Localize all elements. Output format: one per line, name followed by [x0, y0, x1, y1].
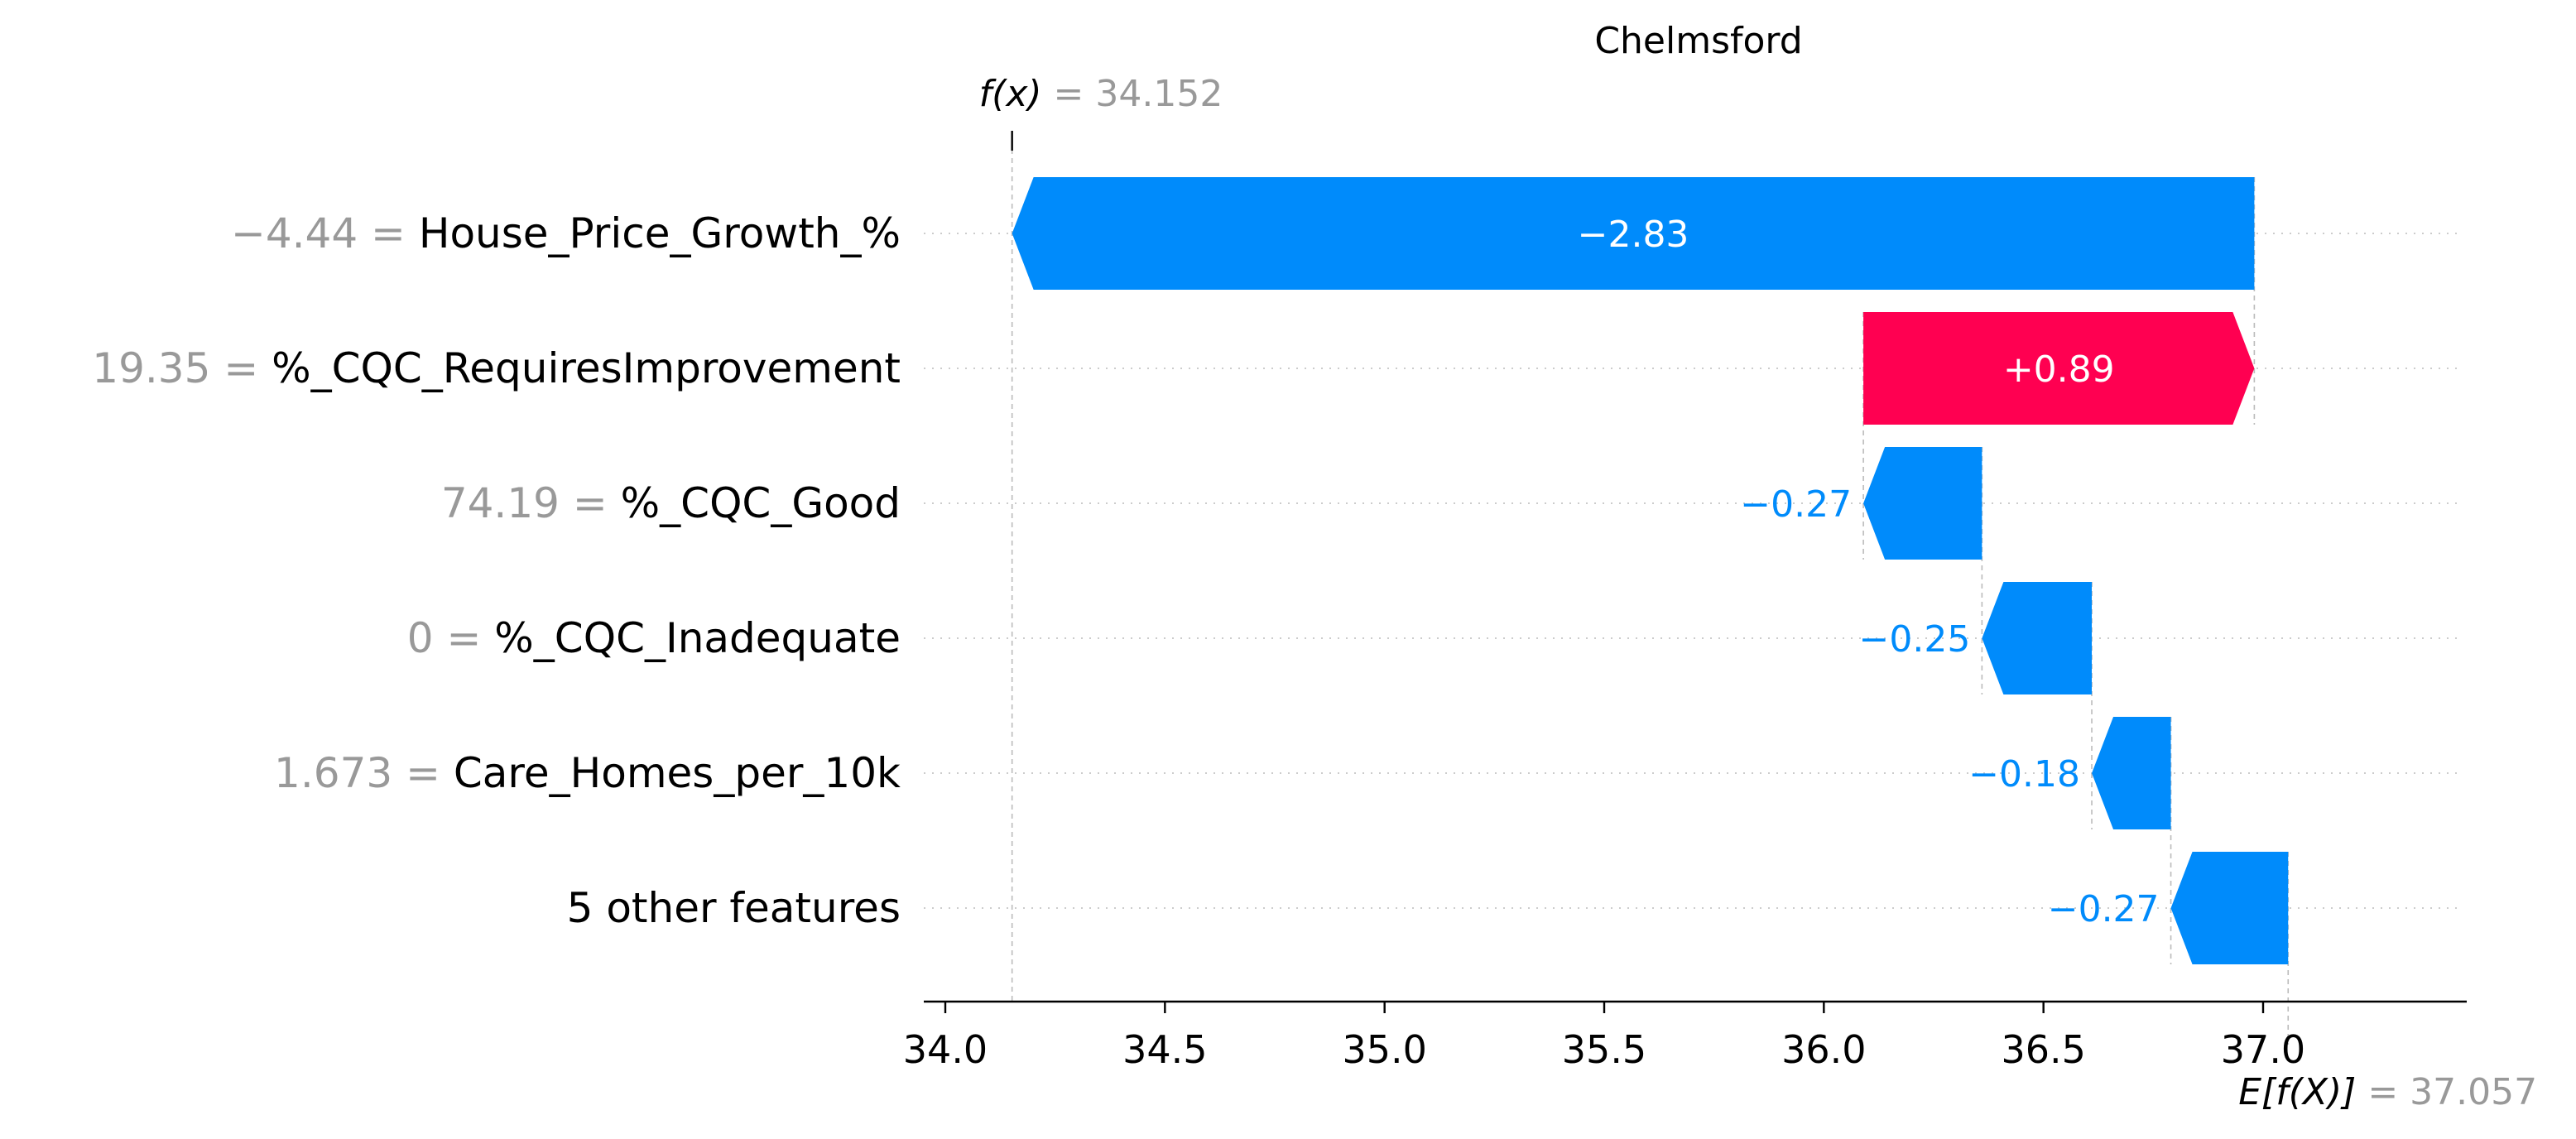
feature-name: %_CQC_RequiresImprovement — [272, 344, 901, 392]
feature-value: 74.19 = — [441, 479, 621, 527]
bar-3 — [1863, 447, 1982, 560]
feature-name: House_Price_Growth_% — [419, 209, 901, 257]
bar-value-label: −2.83 — [1578, 214, 1689, 256]
x-tick-label: 36.5 — [2001, 1027, 2085, 1072]
fx-value: = 34.152 — [1042, 73, 1223, 115]
bar-value-label: −0.27 — [1740, 483, 1852, 526]
feature-value: 19.35 = — [92, 344, 272, 392]
bar-4 — [1982, 582, 2093, 694]
bar-value-label: −0.18 — [1968, 753, 2080, 795]
bar-value-label: +0.89 — [2003, 348, 2115, 391]
feature-label: 1.673 = Care_Homes_per_10k — [274, 749, 901, 797]
feature-label: 19.35 = %_CQC_RequiresImprovement — [92, 344, 901, 392]
bar-6 — [2170, 852, 2289, 964]
feature-label: 0 = %_CQC_Inadequate — [407, 614, 901, 662]
feature-label: 74.19 = %_CQC_Good — [441, 479, 901, 527]
x-tick-label: 34.5 — [1122, 1027, 1207, 1072]
feature-name: 5 other features — [567, 884, 901, 932]
bar-value-label: −0.25 — [1859, 618, 1971, 661]
feature-label: 5 other features — [567, 884, 901, 932]
x-tick-label: 37.0 — [2221, 1027, 2305, 1072]
x-tick-label: 35.0 — [1342, 1027, 1426, 1072]
feature-value: 1.673 = — [274, 749, 454, 797]
efx-annotation: E[f(X)] = 37.057 — [2238, 1071, 2537, 1113]
bar-2 — [1863, 312, 2255, 425]
bar-1 — [1012, 177, 2255, 290]
feature-name: %_CQC_Good — [621, 479, 901, 527]
efx-label: E[f(X)] — [2238, 1071, 2356, 1113]
chart-title: Chelmsford — [1594, 20, 1802, 62]
feature-name: Care_Homes_per_10k — [454, 749, 901, 797]
feature-name: %_CQC_Inadequate — [494, 614, 901, 662]
fx-annotation: f(x) = 34.152 — [979, 73, 1223, 115]
efx-value: = 37.057 — [2356, 1071, 2537, 1113]
x-tick-label: 35.5 — [1562, 1027, 1646, 1072]
feature-value: −4.44 = — [231, 209, 419, 257]
feature-value: 0 = — [407, 614, 495, 662]
bar-5 — [2092, 717, 2171, 829]
x-tick-label: 34.0 — [903, 1027, 988, 1072]
feature-label: −4.44 = House_Price_Growth_% — [231, 209, 901, 257]
bar-value-label: −0.27 — [2048, 888, 2160, 930]
x-tick-label: 36.0 — [1781, 1027, 1866, 1072]
fx-label: f(x) — [979, 73, 1042, 115]
